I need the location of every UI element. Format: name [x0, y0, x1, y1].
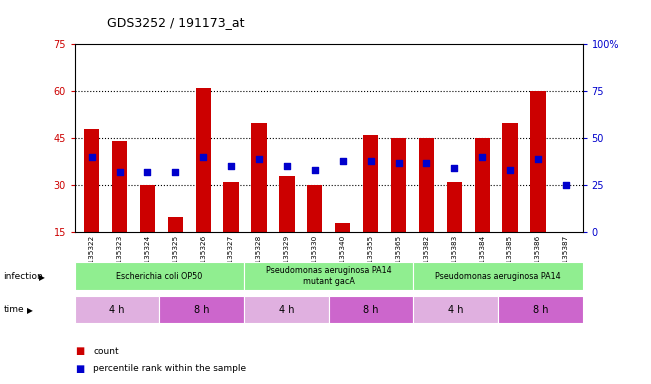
- Text: percentile rank within the sample: percentile rank within the sample: [93, 364, 246, 373]
- Bar: [413, 296, 498, 323]
- Bar: [159, 296, 244, 323]
- Bar: [244, 262, 413, 290]
- Text: Pseudomonas aeruginosa PA14
mutant gacA: Pseudomonas aeruginosa PA14 mutant gacA: [266, 266, 391, 286]
- Text: ▶: ▶: [39, 273, 45, 282]
- Point: [337, 158, 348, 164]
- Text: infection: infection: [3, 271, 43, 281]
- Point: [449, 165, 460, 171]
- Point: [87, 154, 97, 160]
- Point: [533, 156, 543, 162]
- Text: 4 h: 4 h: [279, 305, 294, 314]
- Text: Pseudomonas aeruginosa PA14: Pseudomonas aeruginosa PA14: [436, 271, 561, 281]
- Point: [226, 164, 236, 170]
- Text: 4 h: 4 h: [109, 305, 125, 314]
- Point: [254, 156, 264, 162]
- Text: ■: ■: [75, 364, 84, 374]
- Text: Escherichia coli OP50: Escherichia coli OP50: [117, 271, 202, 281]
- Bar: [195, 88, 211, 232]
- Point: [310, 167, 320, 173]
- Bar: [112, 141, 127, 232]
- Bar: [447, 182, 462, 232]
- Bar: [503, 122, 518, 232]
- Bar: [84, 129, 99, 232]
- Bar: [335, 223, 350, 232]
- Text: 8 h: 8 h: [194, 305, 210, 314]
- Point: [505, 167, 516, 173]
- Point: [115, 169, 125, 175]
- Bar: [363, 135, 378, 232]
- Point: [142, 169, 152, 175]
- Point: [198, 154, 208, 160]
- Bar: [419, 138, 434, 232]
- Bar: [140, 185, 155, 232]
- Text: GDS3252 / 191173_at: GDS3252 / 191173_at: [107, 16, 245, 29]
- Bar: [531, 91, 546, 232]
- Text: ▶: ▶: [27, 306, 33, 315]
- Bar: [413, 262, 583, 290]
- Text: count: count: [93, 347, 118, 356]
- Text: 8 h: 8 h: [363, 305, 379, 314]
- Text: time: time: [3, 305, 24, 314]
- Bar: [75, 296, 159, 323]
- Bar: [251, 122, 267, 232]
- Bar: [168, 217, 183, 232]
- Point: [365, 158, 376, 164]
- Point: [282, 164, 292, 170]
- Bar: [279, 176, 294, 232]
- Text: 4 h: 4 h: [448, 305, 464, 314]
- Bar: [475, 138, 490, 232]
- Bar: [391, 138, 406, 232]
- Bar: [329, 296, 413, 323]
- Bar: [498, 296, 583, 323]
- Point: [393, 160, 404, 166]
- Point: [170, 169, 180, 175]
- Text: ■: ■: [75, 346, 84, 356]
- Point: [421, 160, 432, 166]
- Text: 8 h: 8 h: [533, 305, 548, 314]
- Bar: [75, 262, 244, 290]
- Bar: [244, 296, 329, 323]
- Bar: [307, 185, 322, 232]
- Point: [477, 154, 488, 160]
- Point: [561, 182, 571, 188]
- Bar: [223, 182, 239, 232]
